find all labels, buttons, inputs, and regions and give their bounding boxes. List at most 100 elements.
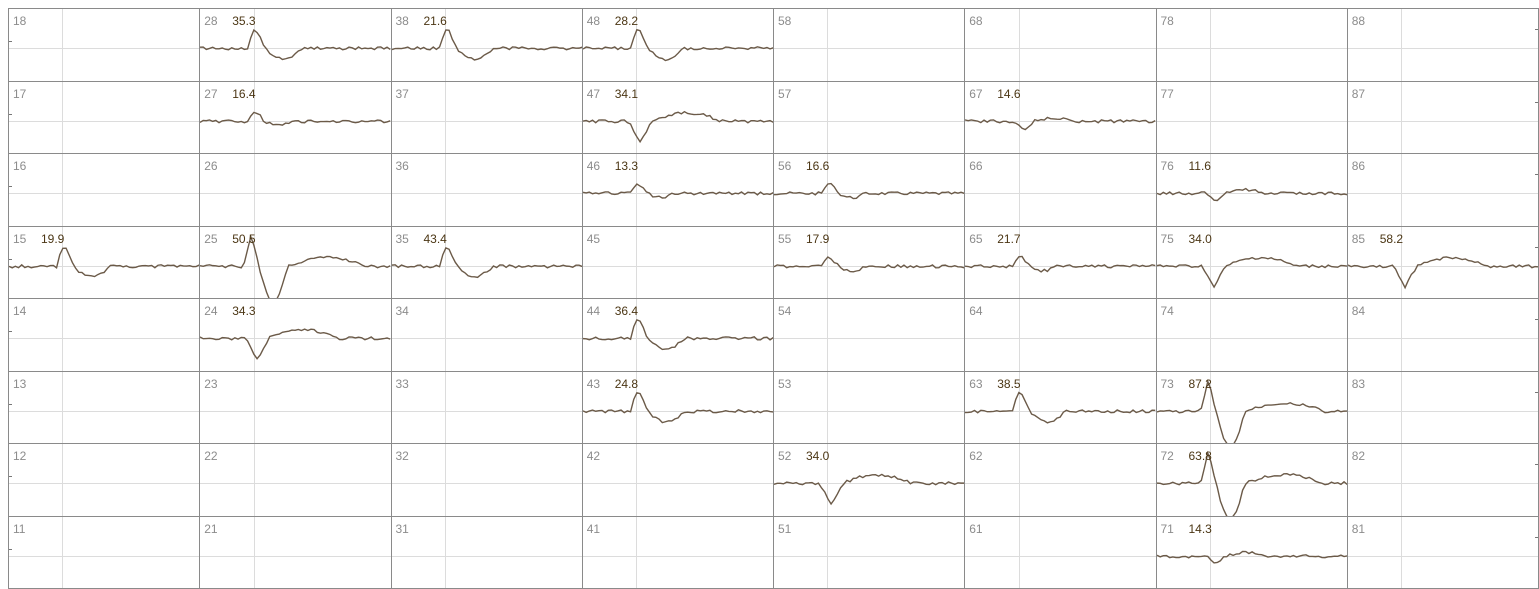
channel-label: 82 bbox=[1351, 449, 1366, 463]
channel-cell-63[interactable]: 63 38.5 bbox=[965, 371, 1157, 444]
channel-cell-84[interactable]: 84 bbox=[1347, 299, 1539, 372]
channel-amplitude: 34.1 bbox=[614, 86, 639, 101]
channel-cell-16[interactable]: 16 bbox=[9, 154, 201, 227]
channel-cell-18[interactable]: 18 bbox=[9, 9, 201, 82]
waveform-line bbox=[965, 255, 1156, 273]
channel-cell-66[interactable]: 66 bbox=[965, 154, 1157, 227]
channel-cell-23[interactable]: 23 bbox=[200, 371, 392, 444]
channel-cell-74[interactable]: 74 bbox=[1156, 299, 1348, 372]
channel-cell-25[interactable]: 25 50.5 bbox=[200, 226, 392, 299]
channel-cell-17[interactable]: 17 bbox=[9, 81, 201, 154]
channel-cell-77[interactable]: 77 bbox=[1156, 81, 1348, 154]
channel-cell-78[interactable]: 78 bbox=[1156, 9, 1348, 82]
channel-cell-27[interactable]: 27 16.4 bbox=[200, 81, 392, 154]
waveform-line bbox=[582, 318, 773, 351]
channel-cell-24[interactable]: 24 34.3 bbox=[200, 299, 392, 372]
channel-cell-61[interactable]: 61 bbox=[965, 516, 1157, 589]
waveform-trace bbox=[1156, 550, 1347, 564]
channel-amplitude: 58.2 bbox=[1379, 231, 1404, 246]
channel-label: 83 bbox=[1351, 376, 1366, 391]
channel-cell-33[interactable]: 33 bbox=[391, 371, 583, 444]
channel-label: 23 bbox=[204, 376, 218, 391]
channel-cell-45[interactable]: 45 bbox=[582, 226, 774, 299]
channel-cell-43[interactable]: 43 24.8 bbox=[582, 371, 774, 444]
channel-cell-65[interactable]: 65 21.7 bbox=[965, 226, 1157, 299]
channel-cell-56[interactable]: 56 16.6 bbox=[774, 154, 966, 227]
channel-cell-14[interactable]: 14 bbox=[9, 299, 201, 372]
waveform-line bbox=[965, 391, 1156, 424]
channel-cell-11[interactable]: 11 bbox=[9, 516, 201, 589]
axis-tick bbox=[1535, 464, 1538, 465]
channel-cell-83[interactable]: 83 bbox=[1347, 371, 1539, 444]
channel-label: 73 bbox=[1160, 376, 1174, 391]
channel-cell-37[interactable]: 37 bbox=[391, 81, 583, 154]
waveform-line bbox=[200, 233, 391, 298]
channel-cell-57[interactable]: 57 bbox=[774, 81, 966, 154]
channel-cell-62[interactable]: 62 bbox=[965, 444, 1157, 517]
channel-label: 16 bbox=[13, 159, 27, 173]
channel-cell-67[interactable]: 67 14.6 bbox=[965, 81, 1157, 154]
channel-label: 32 bbox=[395, 449, 409, 463]
waveform-trace bbox=[965, 116, 1156, 130]
channel-cell-46[interactable]: 46 13.3 bbox=[582, 154, 774, 227]
waveform-trace bbox=[774, 473, 965, 506]
axis-tick bbox=[1535, 536, 1538, 538]
channel-cell-58[interactable]: 58 bbox=[774, 9, 966, 82]
channel-cell-34[interactable]: 34 bbox=[391, 299, 583, 372]
channel-cell-55[interactable]: 55 17.9 bbox=[774, 226, 966, 299]
channel-cell-52[interactable]: 52 34.0 bbox=[774, 444, 966, 517]
waveform-line bbox=[774, 182, 965, 200]
channel-cell-21[interactable]: 21 bbox=[200, 516, 392, 589]
waveform-line bbox=[582, 183, 773, 199]
channel-cell-85[interactable]: 85 58.2 bbox=[1347, 226, 1539, 299]
channel-cell-76[interactable]: 76 11.6 bbox=[1156, 154, 1348, 227]
channel-label: 68 bbox=[969, 14, 983, 28]
channel-cell-87[interactable]: 87 bbox=[1347, 81, 1539, 154]
channel-cell-15[interactable]: 15 19.9 bbox=[9, 226, 201, 299]
waveform-trace bbox=[582, 28, 773, 62]
channel-cell-13[interactable]: 13 bbox=[9, 371, 201, 444]
channel-cell-41[interactable]: 41 bbox=[582, 516, 774, 589]
channel-cell-48[interactable]: 48 28.2 bbox=[582, 9, 774, 82]
channel-cell-28[interactable]: 28 35.3 bbox=[200, 9, 392, 82]
channel-label: 46 bbox=[586, 159, 601, 173]
channel-cell-81[interactable]: 81 bbox=[1347, 516, 1539, 589]
waveform-line bbox=[1156, 550, 1347, 564]
channel-cell-38[interactable]: 38 21.6 bbox=[391, 9, 583, 82]
axis-tick bbox=[1535, 246, 1538, 248]
channel-label: 43 bbox=[586, 376, 601, 391]
channel-cell-82[interactable]: 82 bbox=[1347, 444, 1539, 517]
channel-cell-32[interactable]: 32 bbox=[391, 444, 583, 517]
channel-label: 11 bbox=[13, 521, 26, 536]
channel-cell-22[interactable]: 22 bbox=[200, 444, 392, 517]
channel-cell-64[interactable]: 64 bbox=[965, 299, 1157, 372]
channel-label: 51 bbox=[778, 521, 792, 536]
channel-cell-88[interactable]: 88 bbox=[1347, 9, 1539, 82]
channel-cell-75[interactable]: 75 34.0 bbox=[1156, 226, 1348, 299]
waveform-line bbox=[391, 29, 582, 61]
axis-tick bbox=[9, 403, 12, 405]
channel-label: 27 bbox=[204, 86, 218, 101]
channel-cell-36[interactable]: 36 bbox=[391, 154, 583, 227]
channel-cell-42[interactable]: 42 bbox=[582, 444, 774, 517]
waveform-trace bbox=[1156, 450, 1347, 516]
channel-label: 25 bbox=[204, 231, 218, 246]
channel-cell-47[interactable]: 47 34.1 bbox=[582, 81, 774, 154]
channel-cell-51[interactable]: 51 bbox=[774, 516, 966, 589]
channel-amplitude: 14.3 bbox=[1188, 521, 1212, 536]
waveform-trace bbox=[1156, 256, 1347, 288]
channel-cell-73[interactable]: 73 87.2 bbox=[1156, 371, 1348, 444]
channel-cell-44[interactable]: 44 36.4 bbox=[582, 299, 774, 372]
channel-cell-31[interactable]: 31 bbox=[391, 516, 583, 589]
channel-cell-53[interactable]: 53 bbox=[774, 371, 966, 444]
channel-cell-68[interactable]: 68 bbox=[965, 9, 1157, 82]
channel-cell-71[interactable]: 71 14.3 bbox=[1156, 516, 1348, 589]
channel-cell-35[interactable]: 35 43.4 bbox=[391, 226, 583, 299]
channel-cell-86[interactable]: 86 bbox=[1347, 154, 1539, 227]
channel-label: 64 bbox=[969, 304, 983, 318]
channel-cell-26[interactable]: 26 bbox=[200, 154, 392, 227]
channel-label: 24 bbox=[204, 304, 218, 318]
channel-cell-72[interactable]: 72 63.8 bbox=[1156, 444, 1348, 517]
channel-cell-54[interactable]: 54 bbox=[774, 299, 966, 372]
channel-cell-12[interactable]: 12 bbox=[9, 444, 201, 517]
